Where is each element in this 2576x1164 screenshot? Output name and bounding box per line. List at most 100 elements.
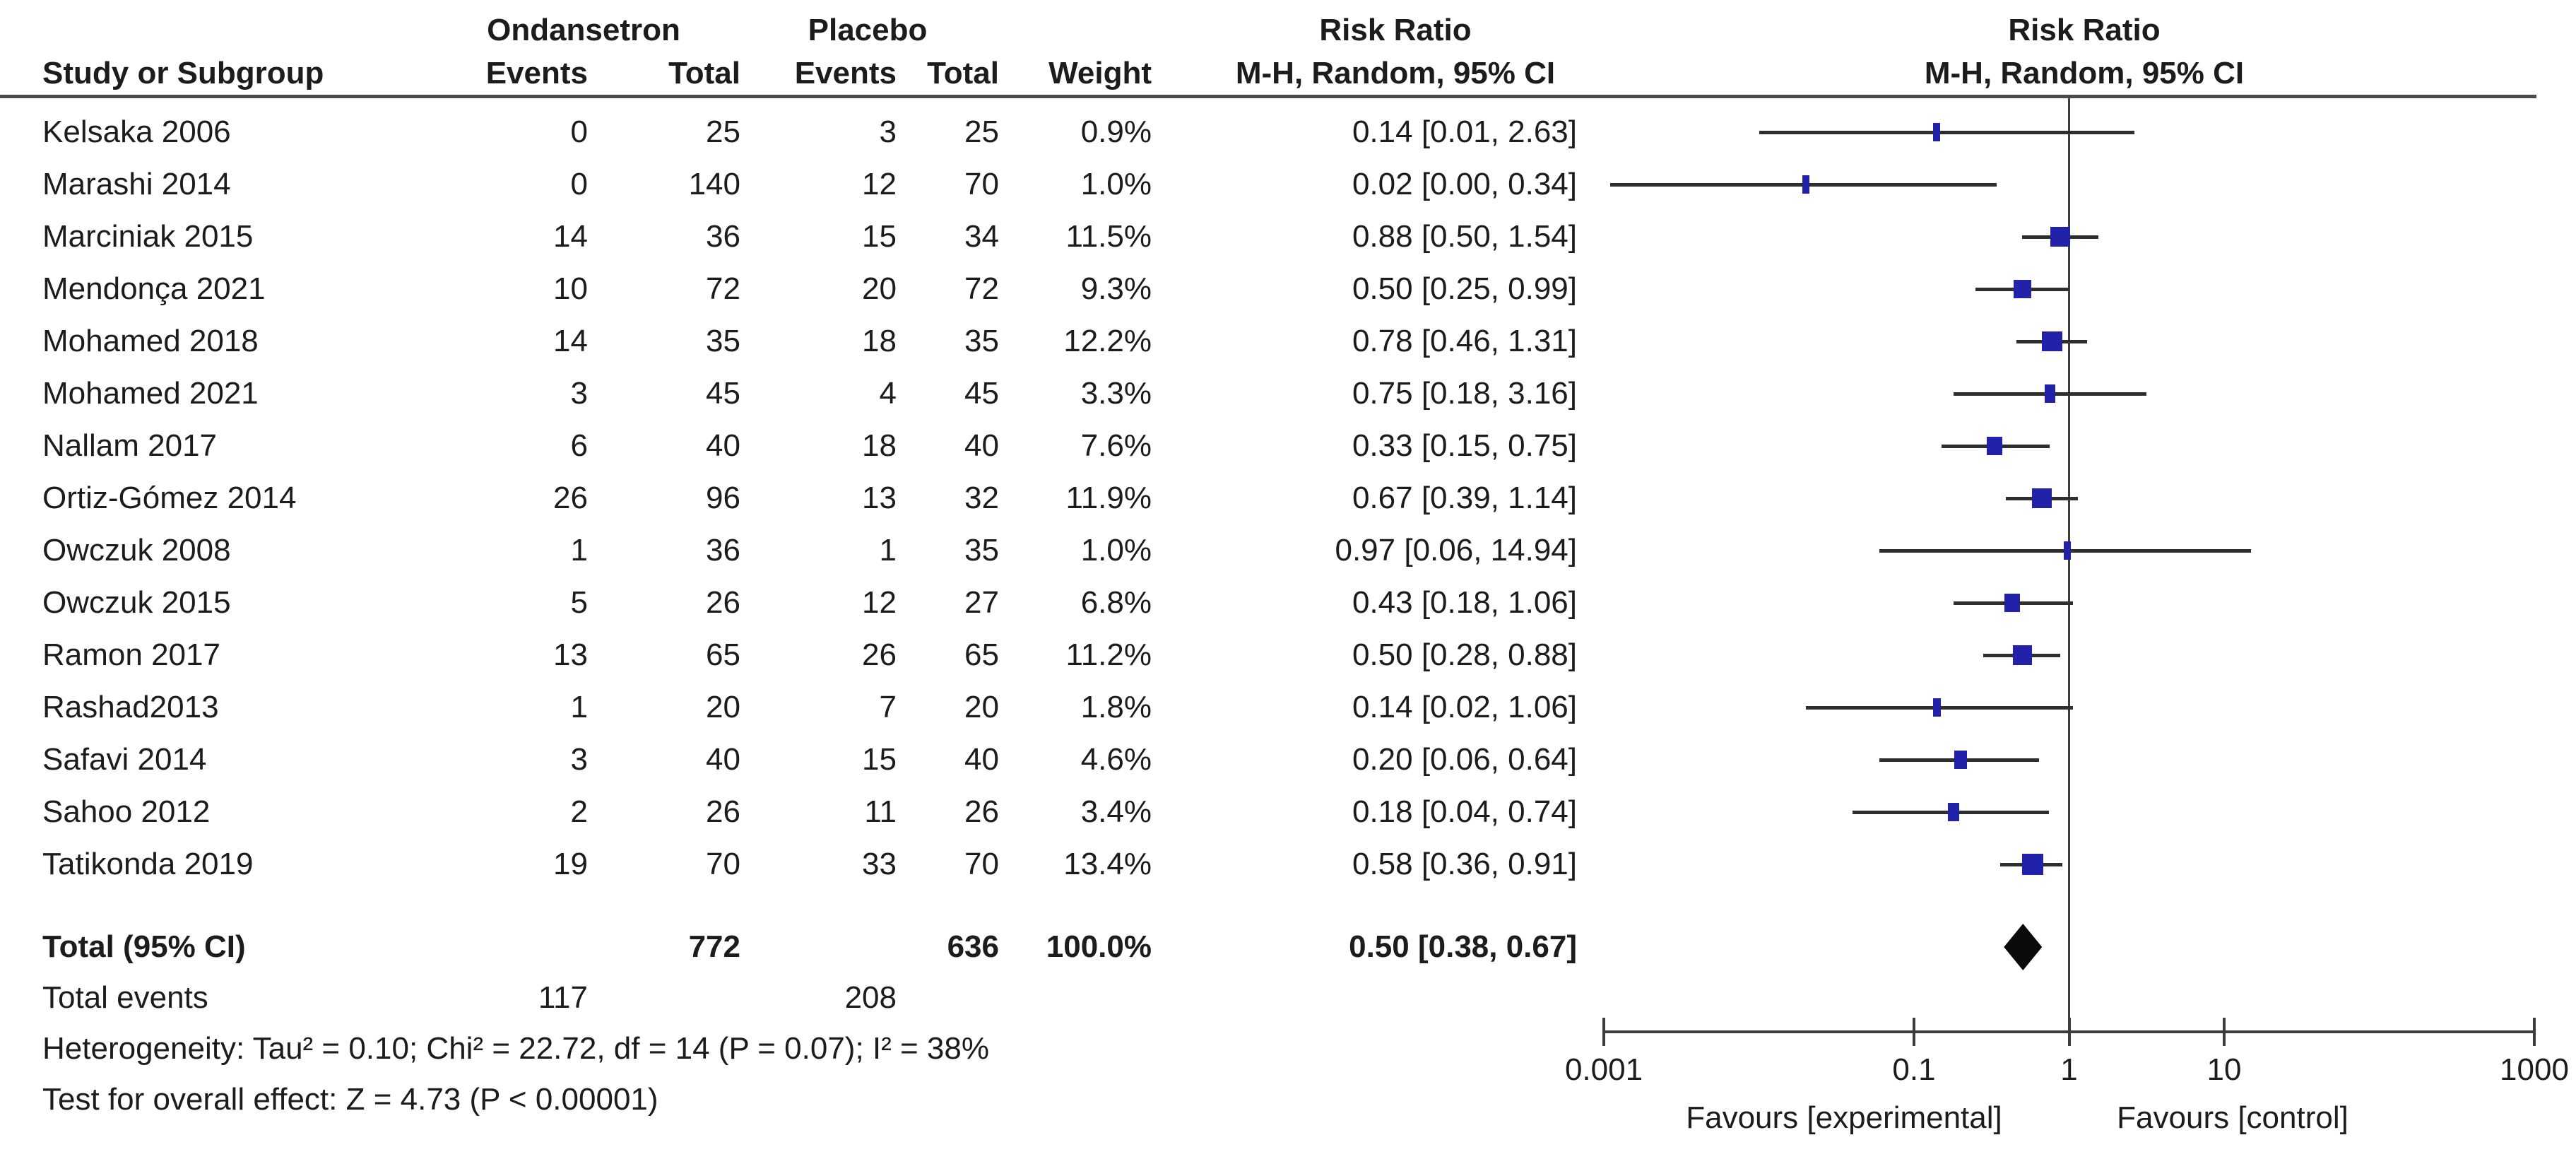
weight-column-header: Weight <box>1048 56 1152 90</box>
control-total: 25 <box>964 114 999 149</box>
experimental-total-header: Total <box>668 56 740 90</box>
study-row: Mendonça 2021 10 72 20 72 9.3% 0.50 [0.2… <box>0 263 1597 315</box>
effect-marker <box>1948 803 1959 821</box>
experimental-events: 10 <box>553 271 588 306</box>
effect-marker <box>2063 541 2071 560</box>
study-column-header: Study or Subgroup <box>42 56 324 90</box>
weight: 1.0% <box>1080 167 1152 201</box>
experimental-events: 0 <box>570 114 588 149</box>
total-row: Total (95% CI) 772 636 100.0% 0.50 [0.38… <box>0 921 1597 973</box>
heterogeneity-row: Heterogeneity: Tau² = 0.10; Chi² = 22.72… <box>0 1023 1597 1075</box>
control-events: 4 <box>879 376 897 411</box>
control-events: 11 <box>864 794 897 829</box>
weight: 1.8% <box>1080 690 1152 724</box>
no-effect-line <box>2068 98 2070 1033</box>
overall-effect-row: Test for overall effect: Z = 4.73 (P < 0… <box>0 1074 1597 1126</box>
effect-marker <box>2044 384 2055 403</box>
axis-tick <box>1913 1018 1915 1046</box>
overall-effect-text: Test for overall effect: Z = 4.73 (P < 0… <box>42 1082 658 1117</box>
risk-ratio-ci-text: 0.33 [0.15, 0.75] <box>1352 428 1577 463</box>
effect-marker <box>2021 854 2043 875</box>
study-row: Owczuk 2008 1 36 1 35 1.0% 0.97 [0.06, 1… <box>0 524 1597 577</box>
effect-marker <box>1933 123 1941 141</box>
risk-ratio-ci-text: 0.50 [0.28, 0.88] <box>1352 637 1577 672</box>
experimental-events: 14 <box>553 324 588 358</box>
experimental-events: 13 <box>553 637 588 672</box>
experimental-total: 35 <box>706 324 740 358</box>
axis-tick <box>1602 1018 1605 1046</box>
effect-marker <box>1932 698 1941 717</box>
control-events: 1 <box>879 533 897 568</box>
experimental-events: 3 <box>570 376 588 411</box>
experimental-total: 25 <box>706 114 740 149</box>
study-name: Sahoo 2012 <box>42 794 211 829</box>
study-row: Sahoo 2012 2 26 11 26 3.4% 0.18 [0.04, 0… <box>0 786 1597 838</box>
total-events-control: 208 <box>844 980 897 1015</box>
study-row: Mohamed 2021 3 45 4 45 3.3% 0.75 [0.18, … <box>0 368 1597 420</box>
control-events-header: Events <box>794 56 897 90</box>
experimental-events: 26 <box>553 481 588 515</box>
effect-marker <box>2032 488 2052 509</box>
total-experimental-n: 772 <box>688 929 740 964</box>
experimental-events-header: Events <box>485 56 588 90</box>
experimental-events: 6 <box>570 428 588 463</box>
control-total: 40 <box>964 428 999 463</box>
control-events: 13 <box>862 481 897 515</box>
method-column-subtitle: M-H, Random, 95% CI <box>1235 56 1556 90</box>
total-label: Total (95% CI) <box>42 929 246 964</box>
axis-tick-label: 0.1 <box>1892 1052 1936 1087</box>
control-total: 26 <box>964 794 999 829</box>
study-name: Marashi 2014 <box>42 167 231 201</box>
study-name: Rashad2013 <box>42 690 219 724</box>
study-row: Kelsaka 2006 0 25 3 25 0.9% 0.14 [0.01, … <box>0 106 1597 158</box>
risk-ratio-ci-text: 0.18 [0.04, 0.74] <box>1352 794 1577 829</box>
weight: 13.4% <box>1063 847 1152 881</box>
study-row: Marashi 2014 0 140 12 70 1.0% 0.02 [0.00… <box>0 158 1597 211</box>
experimental-total: 70 <box>706 847 740 881</box>
control-total: 34 <box>964 219 999 254</box>
control-events: 33 <box>862 847 897 881</box>
pooled-diamond <box>2004 924 2043 970</box>
weight: 6.8% <box>1080 585 1152 620</box>
weight: 9.3% <box>1080 271 1152 306</box>
total-events-experimental: 117 <box>538 980 588 1015</box>
experimental-events: 19 <box>553 847 588 881</box>
experimental-total: 20 <box>706 690 740 724</box>
control-events: 7 <box>879 690 897 724</box>
effect-marker <box>2042 331 2063 352</box>
control-total: 27 <box>964 585 999 620</box>
weight: 11.5% <box>1065 219 1152 254</box>
experimental-total: 36 <box>706 533 740 568</box>
risk-ratio-ci-text: 0.14 [0.01, 2.63] <box>1352 114 1577 149</box>
total-events-row: Total events 117 208 <box>0 972 1597 1024</box>
risk-ratio-plot-title: Risk Ratio <box>2008 13 2161 47</box>
control-total: 32 <box>964 481 999 515</box>
experimental-total: 65 <box>706 637 740 672</box>
weight: 3.4% <box>1080 794 1152 829</box>
study-name: Nallam 2017 <box>42 428 218 463</box>
axis-tick <box>2067 1018 2071 1046</box>
study-name: Kelsaka 2006 <box>42 114 231 149</box>
header-rule <box>0 95 2536 98</box>
experimental-total: 72 <box>706 271 740 306</box>
experimental-total: 40 <box>706 742 740 777</box>
risk-ratio-ci-text: 0.50 [0.25, 0.99] <box>1352 271 1577 306</box>
control-total: 40 <box>964 742 999 777</box>
control-total: 20 <box>964 690 999 724</box>
risk-ratio-ci-text: 0.14 [0.02, 1.06] <box>1352 690 1577 724</box>
study-name: Mendonça 2021 <box>42 271 266 306</box>
effect-marker <box>2013 280 2031 298</box>
control-total: 65 <box>964 637 999 672</box>
effect-marker <box>1986 437 2003 455</box>
control-events: 12 <box>862 585 897 620</box>
risk-ratio-ci-text: 0.75 [0.18, 3.16] <box>1352 376 1577 411</box>
experimental-group-header: Ondansetron <box>487 13 680 47</box>
control-total: 45 <box>964 376 999 411</box>
study-name: Tatikonda 2019 <box>42 847 254 881</box>
study-row: Rashad2013 1 20 7 20 1.8% 0.14 [0.02, 1.… <box>0 681 1597 734</box>
axis-tick <box>2533 1018 2536 1046</box>
effect-marker <box>2012 645 2033 665</box>
study-row: Marciniak 2015 14 36 15 34 11.5% 0.88 [0… <box>0 211 1597 263</box>
control-group-header: Placebo <box>808 13 928 47</box>
